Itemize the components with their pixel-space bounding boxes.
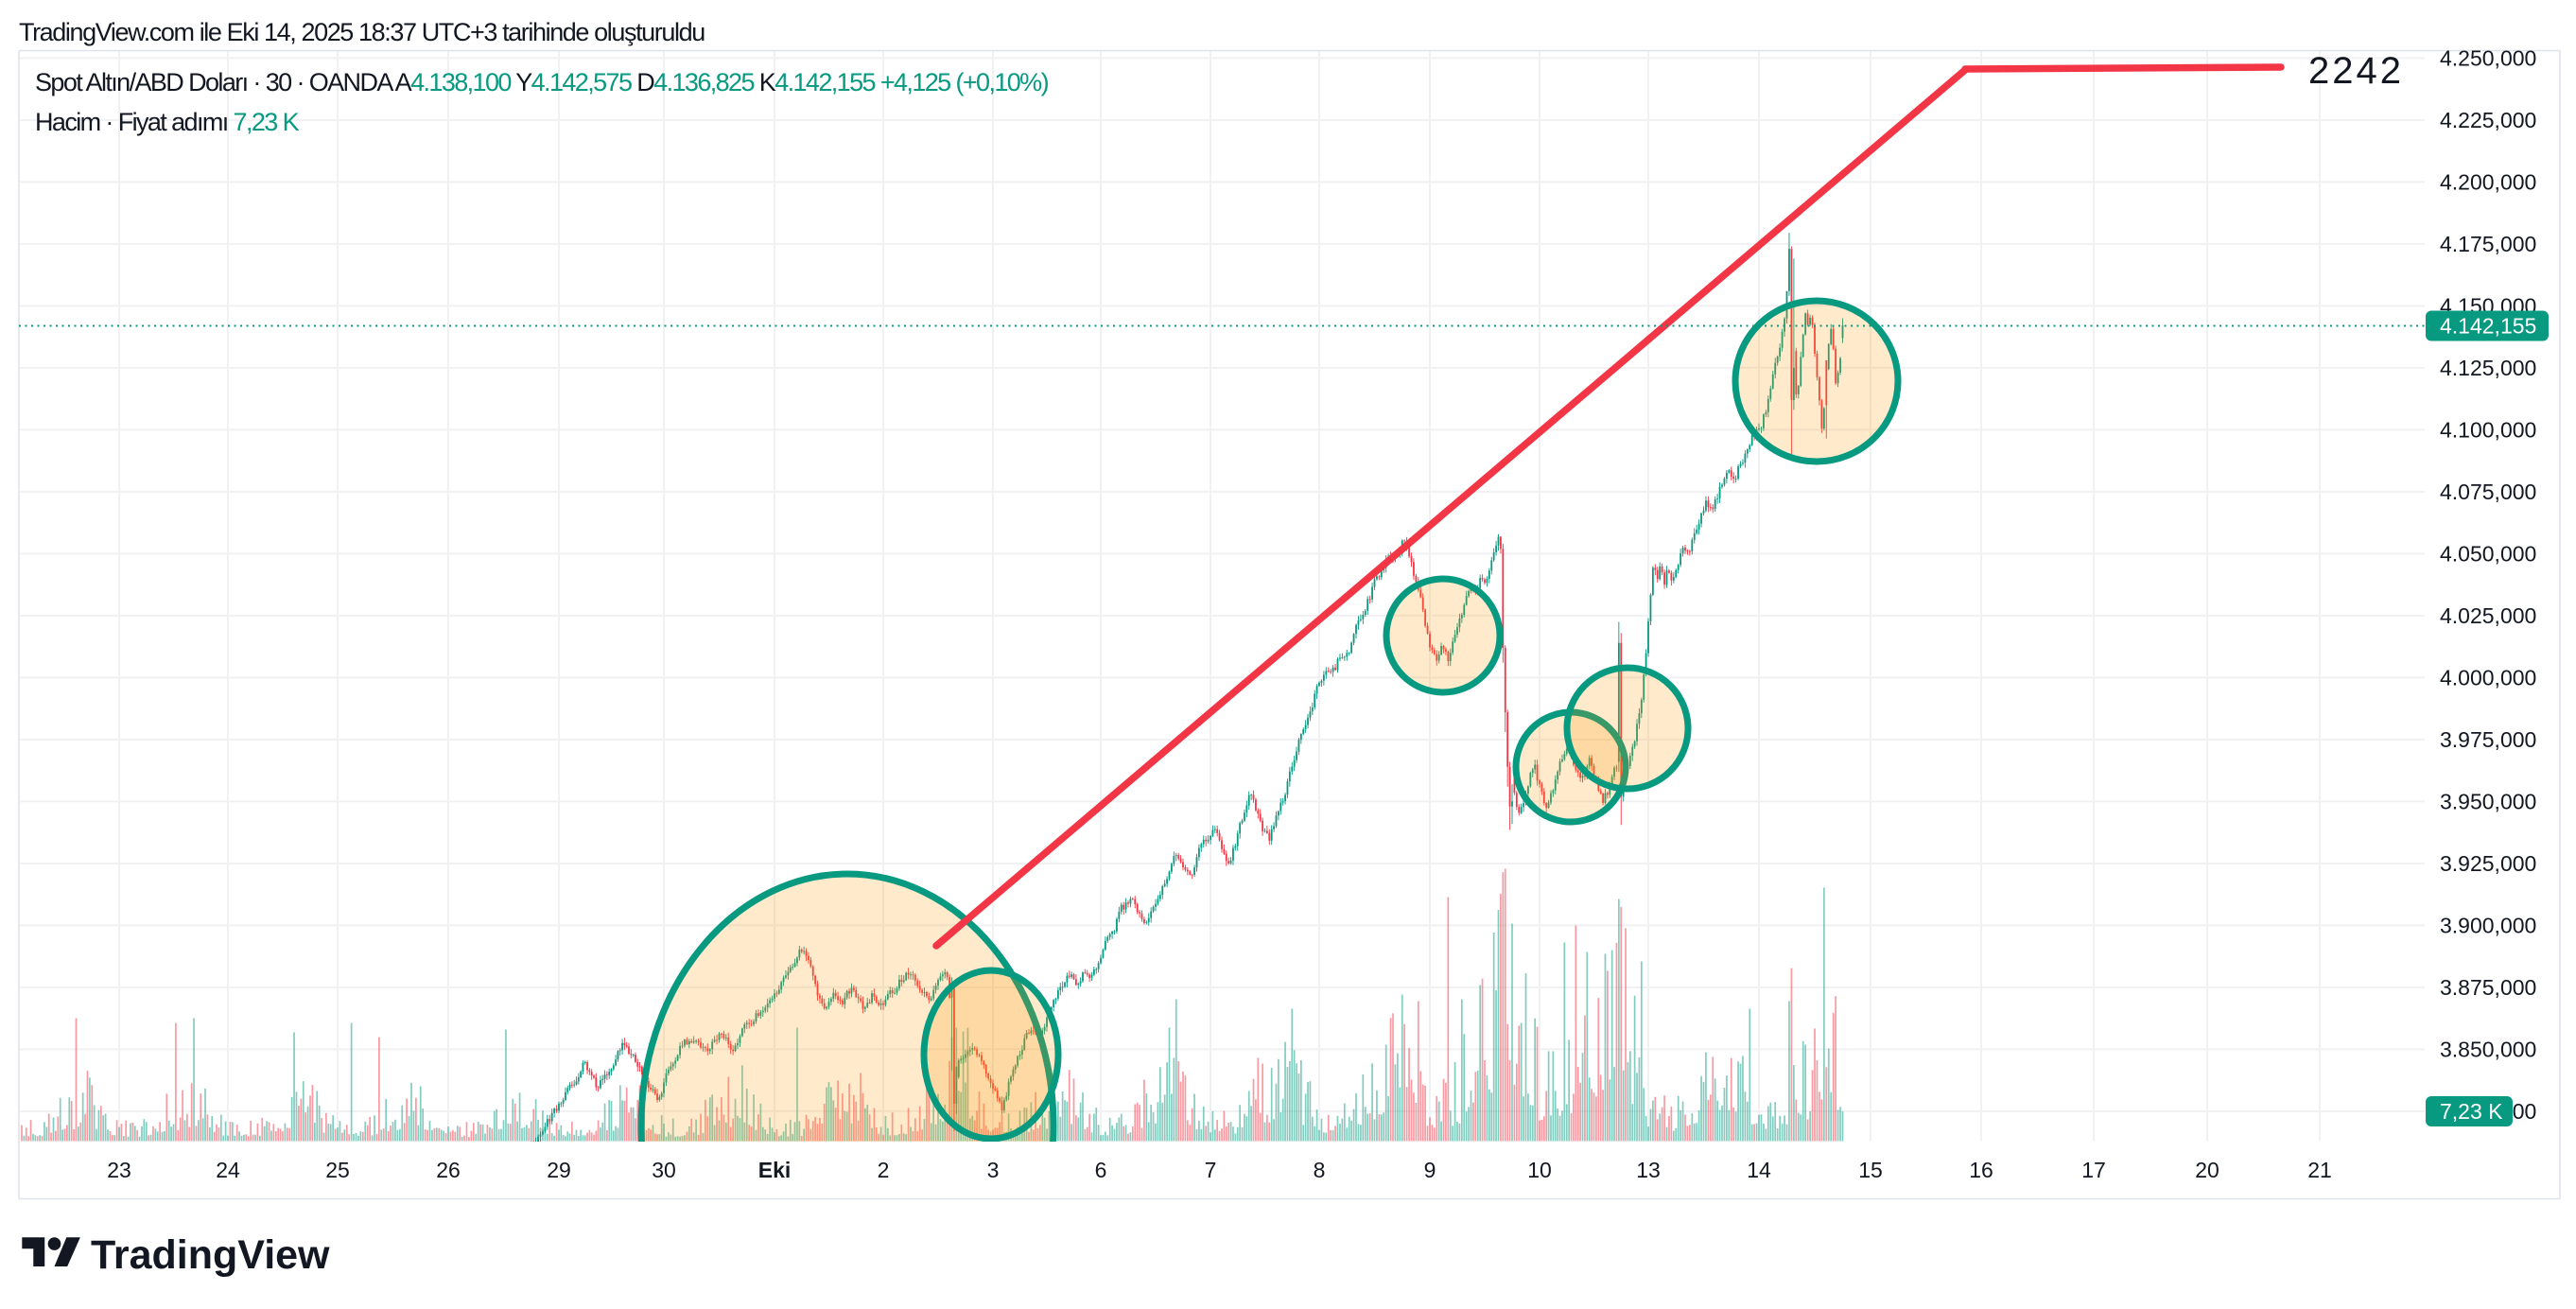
- svg-text:16: 16: [1969, 1158, 1993, 1182]
- svg-text:Hacim · Fiyat adımı 7,23 K: Hacim · Fiyat adımı 7,23 K: [35, 108, 300, 136]
- svg-text:4.142,155: 4.142,155: [2440, 314, 2536, 339]
- svg-text:Eki: Eki: [758, 1158, 792, 1182]
- svg-text:15: 15: [1858, 1158, 1883, 1182]
- svg-text:3.875,000: 3.875,000: [2440, 975, 2536, 1000]
- svg-text:4.175,000: 4.175,000: [2440, 232, 2536, 256]
- svg-text:3: 3: [987, 1158, 1000, 1182]
- svg-text:17: 17: [2081, 1158, 2106, 1182]
- svg-text:10: 10: [1527, 1158, 1552, 1182]
- svg-text:4.250,000: 4.250,000: [2440, 46, 2536, 71]
- svg-text:TradingView.com ile Eki 14, 20: TradingView.com ile Eki 14, 2025 18:37 U…: [19, 18, 705, 46]
- svg-text:14: 14: [1747, 1158, 1771, 1182]
- svg-text:30: 30: [652, 1158, 676, 1182]
- svg-text:29: 29: [547, 1158, 571, 1182]
- svg-text:23: 23: [107, 1158, 131, 1182]
- svg-text:4.075,000: 4.075,000: [2440, 480, 2536, 504]
- svg-text:4.050,000: 4.050,000: [2440, 542, 2536, 567]
- svg-text:Spot Altın/ABD Doları · 30 · O: Spot Altın/ABD Doları · 30 · OANDA A4.13…: [35, 68, 1049, 96]
- svg-text:7,23 K: 7,23 K: [2440, 1099, 2503, 1124]
- svg-text:25: 25: [325, 1158, 350, 1182]
- svg-text:8: 8: [1314, 1158, 1326, 1182]
- svg-text:2242: 2242: [2308, 50, 2404, 92]
- svg-text:7: 7: [1205, 1158, 1217, 1182]
- svg-text:3.950,000: 3.950,000: [2440, 790, 2536, 814]
- svg-text:4.125,000: 4.125,000: [2440, 356, 2536, 380]
- svg-text:TradingView: TradingView: [91, 1232, 330, 1278]
- svg-text:26: 26: [436, 1158, 461, 1182]
- svg-text:13: 13: [1636, 1158, 1661, 1182]
- svg-text:4.000,000: 4.000,000: [2440, 666, 2536, 690]
- svg-text:3.900,000: 3.900,000: [2440, 914, 2536, 938]
- svg-text:2: 2: [878, 1158, 890, 1182]
- svg-text:24: 24: [216, 1158, 240, 1182]
- svg-text:4.225,000: 4.225,000: [2440, 108, 2536, 132]
- svg-text:3.850,000: 3.850,000: [2440, 1038, 2536, 1062]
- svg-text:4.100,000: 4.100,000: [2440, 418, 2536, 443]
- svg-text:3.925,000: 3.925,000: [2440, 851, 2536, 876]
- svg-text:6: 6: [1095, 1158, 1107, 1182]
- svg-text:3.975,000: 3.975,000: [2440, 727, 2536, 752]
- svg-text:21: 21: [2307, 1158, 2332, 1182]
- svg-text:9: 9: [1424, 1158, 1436, 1182]
- svg-text:20: 20: [2195, 1158, 2219, 1182]
- svg-text:4.025,000: 4.025,000: [2440, 603, 2536, 628]
- svg-text:4.200,000: 4.200,000: [2440, 170, 2536, 195]
